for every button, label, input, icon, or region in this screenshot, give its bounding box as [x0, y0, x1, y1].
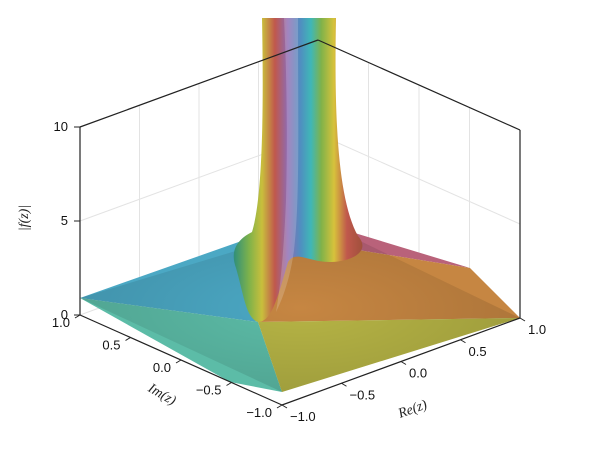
y-axis: −1.0 −0.5 0.0 0.5 1.0	[52, 314, 283, 420]
z-tick-label: 10	[54, 119, 68, 134]
y-tick-label: −0.5	[196, 383, 222, 398]
y-tick-mark	[125, 337, 131, 341]
pole-highlight	[276, 18, 299, 312]
x-tick-label: −1.0	[290, 409, 316, 424]
gridline-z	[317, 133, 521, 225]
surface-shade	[80, 224, 520, 392]
y-tick-mark	[74, 314, 81, 319]
frame-top-right	[317, 39, 521, 131]
z-axis-label: |f(z)|	[17, 205, 32, 231]
x-tick-label: 0.0	[409, 366, 427, 381]
y-tick-mark	[175, 359, 182, 364]
x-tick-label: 1.0	[528, 322, 546, 337]
x-tick-label: −0.5	[350, 387, 376, 402]
x-axis-label: Re(z)	[395, 397, 429, 422]
surface-plot	[80, 18, 520, 392]
y-tick-mark	[276, 404, 283, 409]
x-tick-label: 0.5	[469, 344, 487, 359]
x-tick-mark	[400, 361, 407, 365]
x-tick-mark	[281, 404, 288, 409]
z-axis: 0 5 10	[54, 119, 80, 322]
y-tick-mark	[226, 382, 232, 386]
y-tick-label: −1.0	[246, 405, 272, 420]
y-axis-label: Im(z)	[144, 381, 178, 409]
pole-body	[233, 18, 363, 322]
z-tick-label: 5	[61, 213, 68, 228]
x-axis: −1.0 −0.5 0.0 0.5 1.0	[281, 317, 546, 424]
x-tick-mark	[341, 382, 347, 387]
frame-top-back	[79, 39, 319, 128]
x-tick-mark	[460, 339, 466, 344]
y-tick-label: 1.0	[52, 315, 70, 330]
z-tick-label: 0	[61, 307, 68, 322]
y-tick-label: 0.5	[102, 338, 120, 353]
y-tick-label: 0.0	[153, 360, 171, 375]
x-tick-mark	[519, 317, 526, 322]
